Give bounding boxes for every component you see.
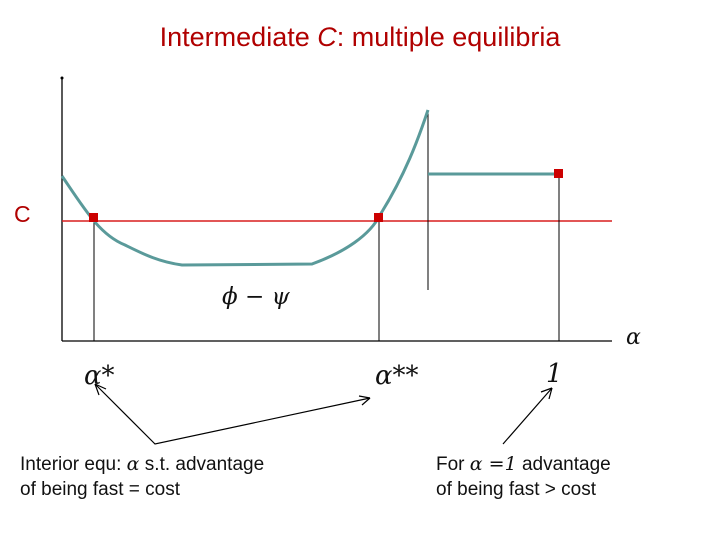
tick-one: 1 xyxy=(546,359,563,389)
note-right-prefix: For xyxy=(436,454,470,475)
title-suffix: : multiple equilibria xyxy=(336,22,561,52)
arrow-right-note xyxy=(502,387,553,445)
marker-one xyxy=(554,169,563,178)
note-left-prefix: Interior equ: xyxy=(20,454,127,475)
note-right-symbol: α =1 xyxy=(469,453,517,475)
curve-label: ϕ − ψ xyxy=(222,284,290,310)
note-right-line1: For α =1 advantage xyxy=(436,452,611,477)
note-left-symbol: α xyxy=(126,453,140,475)
phi-minus-psi-curve xyxy=(60,109,430,267)
title-prefix: Intermediate xyxy=(159,22,318,52)
cost-label: C xyxy=(14,201,31,227)
tick-alpha-double-star: α** xyxy=(375,361,419,391)
note-left-suffix: s.t. advantage xyxy=(139,454,265,475)
marker-alpha-star xyxy=(89,213,98,222)
note-interior-equilibrium: Interior equ: α s.t. advantage of being … xyxy=(20,452,264,502)
note-right-suffix: advantage xyxy=(516,454,611,475)
axis-tip xyxy=(60,76,64,80)
note-left-line2: of being fast = cost xyxy=(20,479,181,500)
note-right-line2: of being fast > cost xyxy=(436,479,597,500)
tick-alpha-star: α* xyxy=(84,361,115,391)
note-corner-equilibrium: For α =1 advantage of being fast > cost xyxy=(436,452,611,502)
marker-alpha-double-star xyxy=(374,213,383,222)
x-axis-label: α xyxy=(626,325,641,350)
arrow-left-note xyxy=(94,383,371,445)
title-italic-c: C xyxy=(317,22,337,52)
slide-title: Intermediate C: multiple equilibria xyxy=(0,22,720,53)
note-left-line1: Interior equ: α s.t. advantage xyxy=(20,452,264,477)
